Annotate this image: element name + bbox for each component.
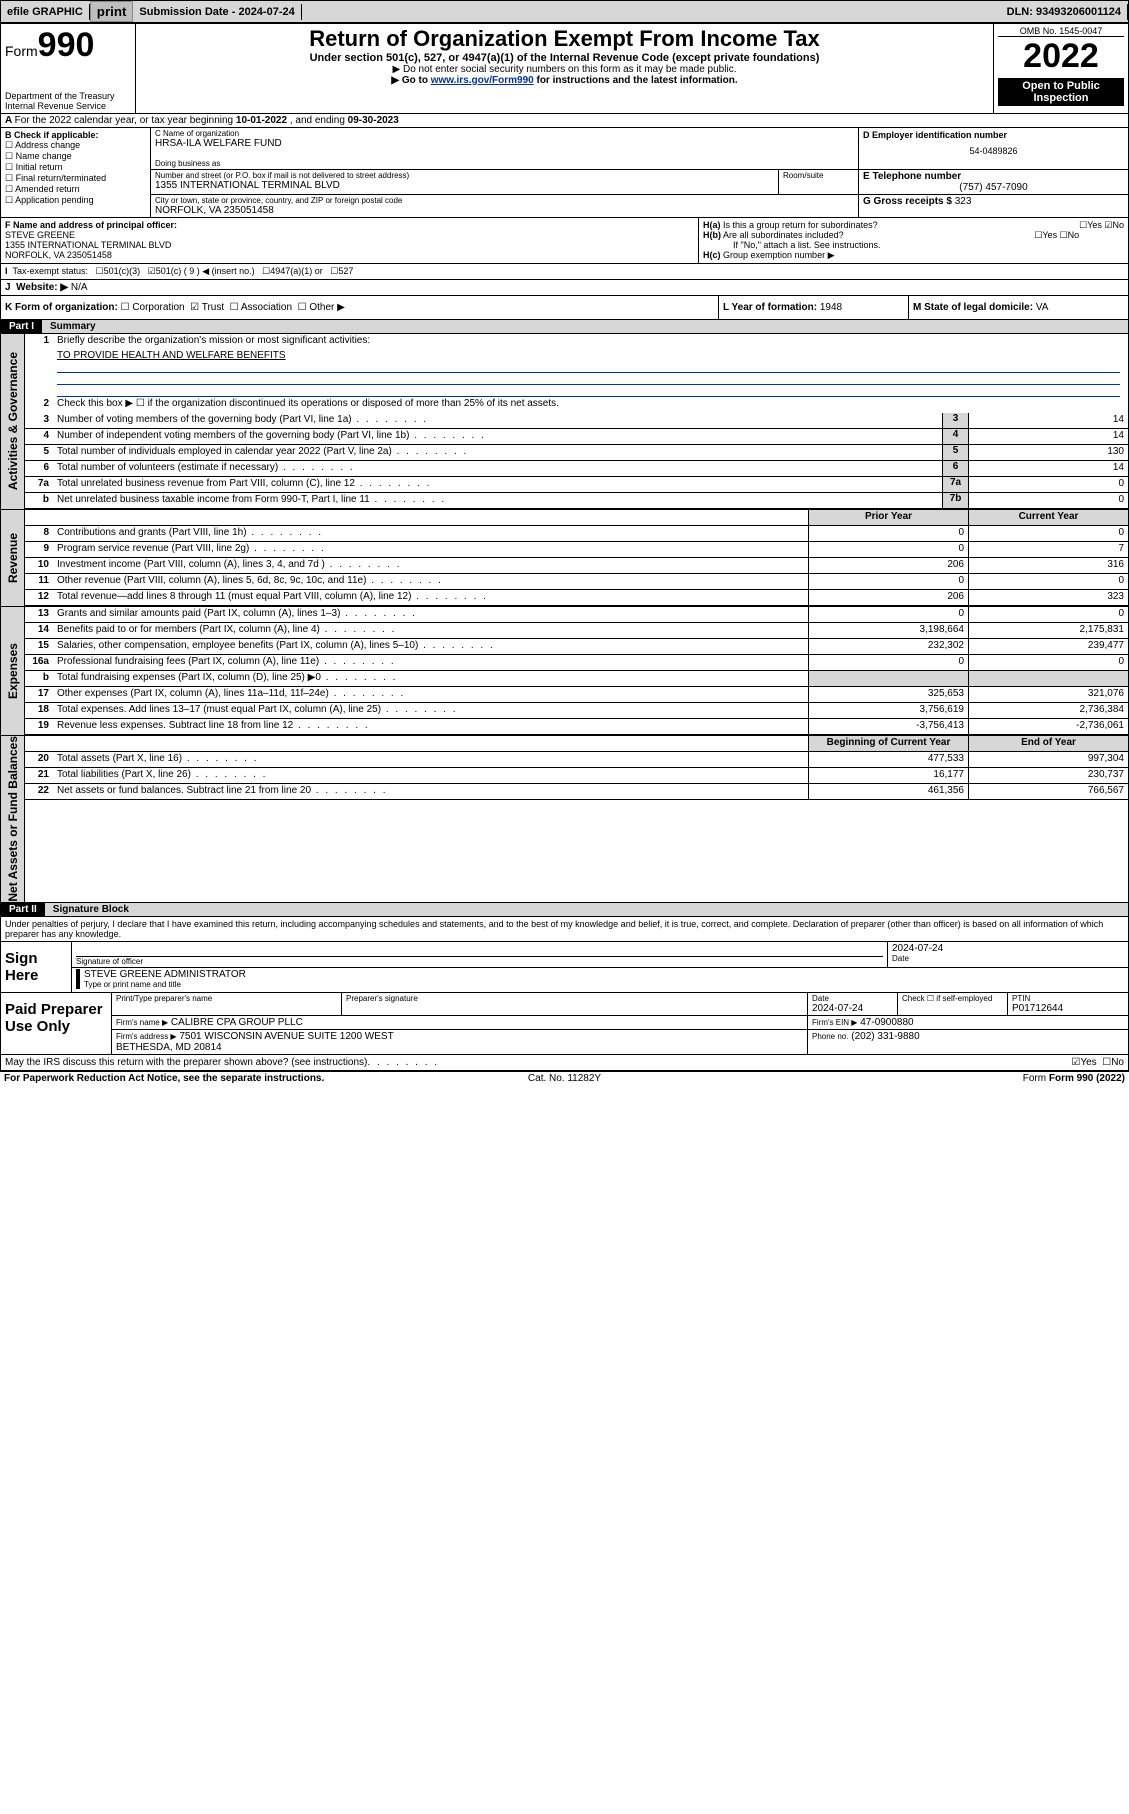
dept-treasury: Department of the Treasury — [5, 91, 131, 101]
section-g: G Gross receipts $ 323 — [858, 195, 1128, 217]
org-name: HRSA-ILA WELFARE FUND — [155, 138, 854, 149]
section-fh: F Name and address of principal officer:… — [0, 218, 1129, 264]
section-j: J Website: ▶ N/A — [0, 280, 1129, 296]
form990-link[interactable]: www.irs.gov/Form990 — [431, 75, 534, 86]
form-title: Return of Organization Exempt From Incom… — [140, 26, 989, 52]
penalty-text: Under penalties of perjury, I declare th… — [0, 917, 1129, 942]
section-i: I Tax-exempt status: ☐ 501(c)(3) ☑ 501(c… — [0, 264, 1129, 280]
section-c: C Name of organization HRSA-ILA WELFARE … — [151, 128, 1128, 217]
print-button[interactable]: print — [90, 1, 134, 22]
checkbox-amended[interactable]: ☐ Amended return — [5, 184, 146, 195]
checkbox-addr-change[interactable]: ☐ Address change — [5, 140, 146, 151]
form-header: Form990 Department of the Treasury Inter… — [0, 23, 1129, 114]
phone: (757) 457-7090 — [863, 182, 1124, 193]
omb-no: OMB No. 1545-0047 — [998, 26, 1124, 37]
ein: 54-0489826 — [863, 146, 1124, 156]
checkbox-app-pending[interactable]: ☐ Application pending — [5, 195, 146, 206]
section-klm: K Form of organization: ☐ Corporation ☑ … — [0, 296, 1129, 320]
subtitle-2: ▶ Do not enter social security numbers o… — [140, 64, 989, 75]
part1-gov: Activities & Governance 1Briefly describ… — [0, 334, 1129, 510]
subtitle-3: ▶ Go to www.irs.gov/Form990 for instruct… — [140, 75, 989, 86]
section-e: E Telephone number (757) 457-7090 — [858, 170, 1128, 194]
open-to-public: Open to Public Inspection — [998, 78, 1124, 106]
vtab-expenses: Expenses — [1, 607, 25, 735]
tax-year: 2022 — [998, 37, 1124, 76]
vtab-governance: Activities & Governance — [1, 334, 25, 509]
part1-header: Part I Summary — [0, 320, 1129, 334]
part1-expenses: Expenses 13Grants and similar amounts pa… — [0, 607, 1129, 736]
mission-text: TO PROVIDE HEALTH AND WELFARE BENEFITS — [57, 350, 1120, 361]
section-b: B Check if applicable: ☐ Address change … — [1, 128, 151, 217]
section-f: F Name and address of principal officer:… — [1, 218, 698, 263]
vtab-net: Net Assets or Fund Balances — [1, 736, 25, 902]
line-a: A For the 2022 calendar year, or tax yea… — [0, 114, 1129, 128]
form-990-label: Form990 — [5, 26, 131, 65]
checkbox-initial[interactable]: ☐ Initial return — [5, 162, 146, 173]
checkbox-name-change[interactable]: ☐ Name change — [5, 151, 146, 162]
submission-date: Submission Date - 2024-07-24 — [133, 4, 301, 20]
section-h: H(a) Is this a group return for subordin… — [698, 218, 1128, 263]
section-bcdeg: B Check if applicable: ☐ Address change … — [0, 128, 1129, 218]
vtab-revenue: Revenue — [1, 510, 25, 606]
page-footer: For Paperwork Reduction Act Notice, see … — [0, 1071, 1129, 1085]
dln: DLN: 93493206001124 — [1001, 4, 1128, 20]
gross-receipts: 323 — [955, 196, 972, 207]
efile-label: efile GRAPHIC — [1, 4, 90, 20]
top-bar: efile GRAPHIC print Submission Date - 20… — [0, 0, 1129, 23]
officer-name: STEVE GREENE ADMINISTRATOR — [84, 969, 1124, 980]
city-state-zip: NORFOLK, VA 235051458 — [155, 205, 854, 216]
part1-revenue: Revenue Prior Year Current Year 8Contrib… — [0, 510, 1129, 607]
paid-preparer-block: Paid Preparer Use Only Print/Type prepar… — [0, 993, 1129, 1055]
checkbox-final[interactable]: ☐ Final return/terminated — [5, 173, 146, 184]
irs-label: Internal Revenue Service — [5, 101, 131, 111]
street: 1355 INTERNATIONAL TERMINAL BLVD — [155, 180, 774, 191]
section-d: D Employer identification number 54-0489… — [858, 128, 1128, 169]
discuss-row: May the IRS discuss this return with the… — [0, 1055, 1129, 1071]
part1-net: Net Assets or Fund Balances Beginning of… — [0, 736, 1129, 903]
part2-header: Part II Signature Block — [0, 903, 1129, 917]
subtitle-1: Under section 501(c), 527, or 4947(a)(1)… — [140, 52, 989, 64]
sign-here-block: Sign Here Signature of officer 2024-07-2… — [0, 942, 1129, 993]
